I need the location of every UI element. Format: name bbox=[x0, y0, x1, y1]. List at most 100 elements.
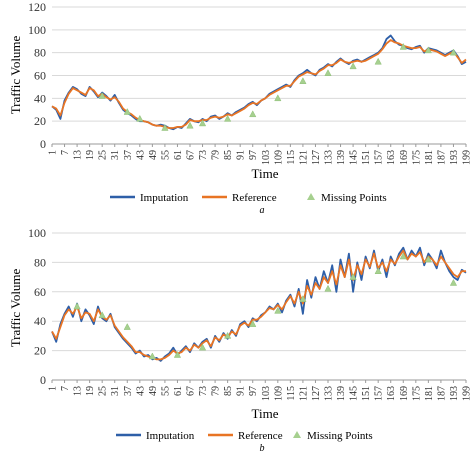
missing-point-marker bbox=[173, 350, 182, 358]
missing-point-marker bbox=[224, 331, 232, 339]
x-tick-label: 157 bbox=[374, 386, 385, 401]
missing-point-marker bbox=[349, 273, 357, 280]
y-tick-label: 60 bbox=[34, 69, 46, 83]
x-tick-label: 61 bbox=[173, 150, 184, 160]
x-tick-label: 1 bbox=[48, 386, 59, 391]
y-tick-label: 100 bbox=[28, 23, 46, 37]
x-tick-label: 193 bbox=[449, 386, 460, 401]
chart-b-caption: b bbox=[260, 443, 265, 454]
x-tick-label: 145 bbox=[349, 150, 360, 165]
x-tick-label: 115 bbox=[286, 150, 297, 165]
x-tick-label: 163 bbox=[386, 386, 397, 401]
x-tick-label: 43 bbox=[135, 386, 146, 396]
chart-b-x-ticks: 1 7 13 19 25 31 37 43 49 55 61 67 73 79 85 91 97 103 109 11… bbox=[48, 380, 473, 401]
x-tick-label: 103 bbox=[261, 150, 272, 165]
x-tick-label: 109 bbox=[273, 150, 284, 165]
x-tick-label: 13 bbox=[73, 386, 84, 396]
y-tick-label: 0 bbox=[40, 373, 46, 387]
missing-point-marker bbox=[324, 69, 332, 76]
imputation-series-line bbox=[51, 246, 467, 362]
chart-b-y-axis-label: Traffic Volume bbox=[8, 268, 23, 347]
x-tick-label: 73 bbox=[198, 150, 209, 160]
missing-point-marker bbox=[324, 284, 332, 292]
x-tick-label: 127 bbox=[311, 386, 322, 401]
missing-point-marker bbox=[449, 278, 458, 286]
chart-a-svg: 0 20 40 60 80 100 120 1 7 13 19 25 31 37 43 49 55 61 67 73… bbox=[8, 0, 473, 216]
x-tick-label: 67 bbox=[186, 150, 197, 160]
missing-point-marker bbox=[274, 94, 282, 102]
chart-a-legend: Imputation Reference Missing Points bbox=[110, 192, 387, 204]
y-tick-label: 20 bbox=[34, 114, 46, 128]
missing-point-marker bbox=[299, 77, 307, 84]
chart-a-series bbox=[51, 34, 467, 131]
chart-b-series bbox=[51, 246, 467, 362]
x-tick-label: 49 bbox=[148, 386, 159, 396]
x-tick-label: 109 bbox=[273, 386, 284, 401]
x-tick-label: 169 bbox=[399, 150, 410, 165]
x-tick-label: 181 bbox=[424, 150, 435, 165]
x-tick-label: 139 bbox=[336, 386, 347, 401]
x-tick-label: 7 bbox=[60, 386, 71, 391]
chart-a-x-ticks: 1 7 13 19 25 31 37 43 49 55 61 67 73 79 85 91 97 103 109 11… bbox=[48, 144, 473, 165]
missing-point-marker bbox=[224, 114, 232, 122]
chart-a-gridlines bbox=[52, 6, 466, 145]
missing-point-marker bbox=[186, 121, 194, 129]
x-tick-label: 31 bbox=[110, 386, 121, 396]
x-tick-label: 25 bbox=[98, 150, 109, 160]
y-tick-label: 120 bbox=[28, 0, 46, 14]
x-tick-label: 37 bbox=[123, 150, 134, 160]
legend-b-missing-points-marker bbox=[293, 431, 301, 438]
x-tick-label: 55 bbox=[160, 386, 171, 396]
x-tick-label: 145 bbox=[349, 386, 360, 401]
y-tick-label: 20 bbox=[34, 344, 46, 358]
x-tick-label: 199 bbox=[462, 386, 473, 401]
x-tick-label: 37 bbox=[123, 386, 134, 396]
legend-b-imputation-label: Imputation bbox=[146, 430, 195, 442]
chart-a-y-axis-label: Traffic Volume bbox=[8, 35, 23, 114]
x-tick-label: 199 bbox=[462, 150, 473, 165]
x-tick-label: 187 bbox=[436, 386, 447, 401]
x-tick-label: 181 bbox=[424, 386, 435, 401]
y-tick-label: 60 bbox=[34, 285, 46, 299]
y-tick-label: 100 bbox=[28, 226, 46, 240]
x-tick-label: 175 bbox=[411, 386, 422, 401]
legend-a-missing-points-marker bbox=[307, 193, 315, 200]
x-tick-label: 115 bbox=[286, 386, 297, 401]
missing-point-marker bbox=[399, 252, 407, 260]
missing-point-marker bbox=[424, 46, 432, 54]
x-tick-label: 85 bbox=[223, 386, 234, 396]
x-tick-label: 97 bbox=[248, 150, 259, 160]
x-tick-label: 7 bbox=[60, 150, 71, 155]
y-tick-label: 80 bbox=[34, 255, 46, 269]
x-tick-label: 79 bbox=[211, 386, 222, 396]
y-tick-label: 0 bbox=[40, 137, 46, 151]
reference-series-line bbox=[51, 249, 466, 361]
legend-a-missing-points-label: Missing Points bbox=[321, 192, 387, 204]
missing-point-marker bbox=[136, 114, 144, 122]
x-tick-label: 175 bbox=[411, 150, 422, 165]
x-tick-label: 91 bbox=[236, 386, 247, 396]
x-tick-label: 1 bbox=[48, 150, 59, 155]
x-tick-label: 157 bbox=[374, 150, 385, 165]
chart-b-x-axis-label: Time bbox=[252, 406, 279, 421]
missing-point-marker bbox=[449, 48, 458, 56]
y-tick-label: 40 bbox=[34, 91, 46, 105]
missing-point-marker bbox=[249, 110, 257, 118]
x-tick-label: 169 bbox=[399, 386, 410, 401]
missing-point-marker bbox=[274, 306, 282, 314]
x-tick-label: 85 bbox=[223, 150, 234, 160]
y-tick-label: 80 bbox=[34, 46, 46, 60]
x-tick-label: 73 bbox=[198, 386, 209, 396]
legend-a-imputation-label: Imputation bbox=[140, 192, 189, 204]
x-tick-label: 133 bbox=[324, 150, 335, 165]
reference-series-line bbox=[51, 39, 467, 129]
x-tick-label: 19 bbox=[85, 150, 96, 160]
chart-panel-a: 0 20 40 60 80 100 120 1 7 13 19 25 31 37 43 49 55 61 67 73… bbox=[0, 0, 474, 218]
missing-point-marker bbox=[98, 311, 106, 319]
legend-b-reference-label: Reference bbox=[238, 430, 283, 442]
x-tick-label: 103 bbox=[261, 386, 272, 401]
x-tick-label: 67 bbox=[186, 386, 197, 396]
y-tick-label: 40 bbox=[34, 314, 46, 328]
x-tick-label: 133 bbox=[324, 386, 335, 401]
x-tick-label: 19 bbox=[85, 386, 96, 396]
